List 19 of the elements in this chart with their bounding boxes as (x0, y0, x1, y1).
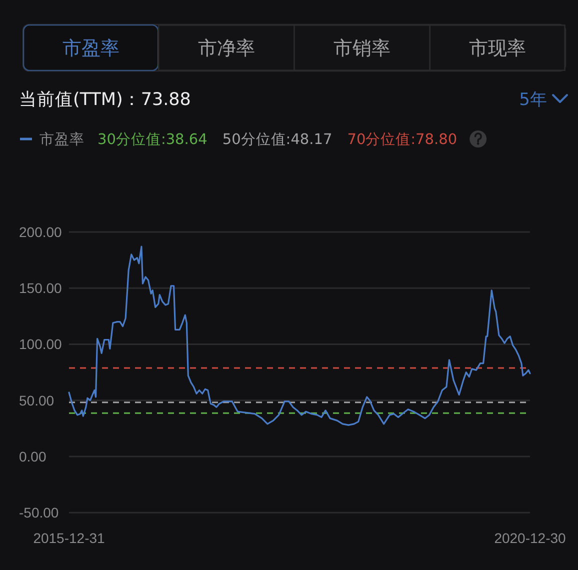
line-series (68, 246, 531, 426)
y-tick-label: -50.00 (19, 504, 59, 521)
legend-label: 市盈率 (40, 131, 84, 148)
x-tick-label: 2020-12-30 (494, 530, 566, 546)
ref-line-label: 30分位值:38.64 (98, 131, 208, 148)
tab: 市销率 (294, 24, 431, 71)
ref-line-label: 70分位值:78.80 (347, 131, 458, 148)
x-tick-label: 2015-12-31 (33, 530, 106, 546)
tab-selected: 市盈率 (22, 24, 159, 72)
y-tick-label: 0.00 (19, 448, 46, 464)
y-tick-label: 100.00 (19, 336, 62, 352)
text: 5年 (519, 90, 547, 110)
y-tick-label: 50.00 (19, 392, 54, 408)
tab: 市净率 (158, 24, 295, 71)
chart-title: 当前值(TTM)：73.88 (19, 90, 191, 110)
y-tick-label: 200.00 (19, 224, 62, 240)
ref-line-label: 50分位值:48.17 (222, 131, 332, 148)
y-tick-label: 150.00 (19, 280, 62, 296)
tab: 市现率 (429, 24, 566, 71)
